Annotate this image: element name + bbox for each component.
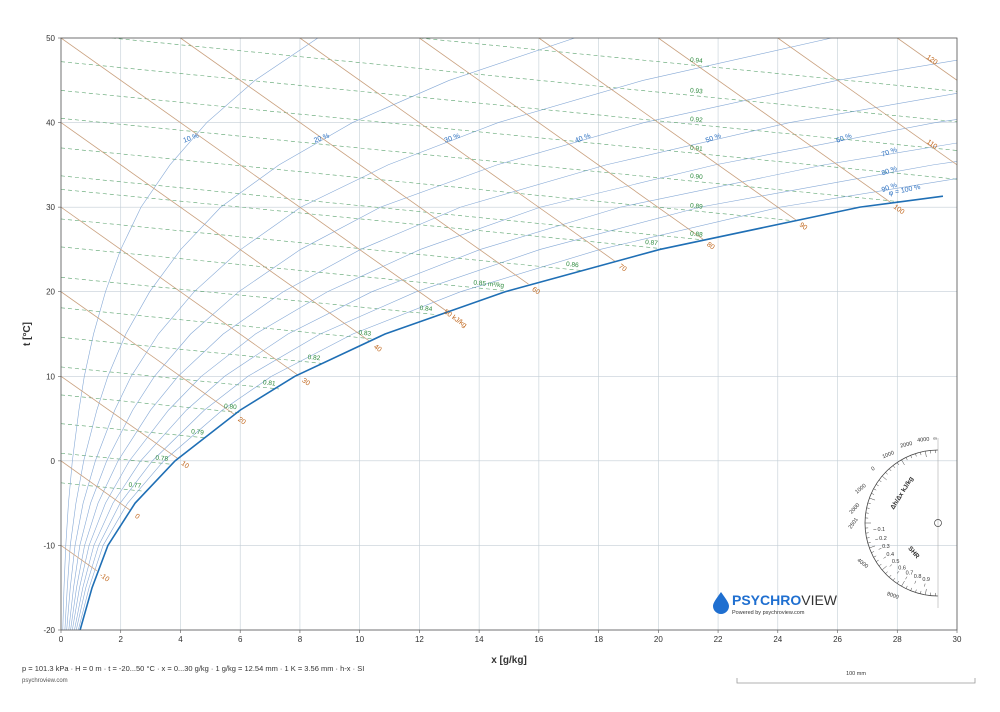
volume-label: 0.80 [224, 403, 238, 411]
volume-label: 0.82 [307, 354, 321, 362]
volume-label: 0.90 [690, 173, 704, 181]
y-tick-label: 10 [46, 372, 55, 381]
x-tick-label: 8 [298, 635, 303, 644]
protractor-label: ∞ [933, 436, 937, 442]
protractor-label: 4000 [917, 437, 930, 444]
volume-label: 0.81 [263, 379, 277, 387]
volume-label: 0.79 [191, 428, 205, 436]
footer-site: psychroview.com [22, 678, 68, 684]
volume-label: 0.78 [155, 455, 169, 463]
x-tick-label: 28 [893, 635, 902, 644]
footer-params: p = 101.3 kPa · H = 0 m · t = -20...50 °… [22, 664, 364, 673]
logo-tagline: Powered by psychroview.com [732, 610, 805, 616]
volume-label: 0.93 [690, 87, 704, 95]
volume-label: 0.92 [690, 116, 704, 124]
x-tick-label: 18 [594, 635, 603, 644]
shr-label: 0.8 [914, 574, 922, 580]
x-tick-label: 24 [773, 635, 782, 644]
y-tick-label: -10 [43, 541, 55, 550]
x-tick-label: 26 [833, 635, 842, 644]
volume-label: 0.89 [690, 202, 704, 210]
y-tick-label: -20 [43, 626, 55, 635]
volume-label: 0.77 [128, 482, 142, 490]
y-tick-label: 50 [46, 34, 55, 43]
y-tick-label: 30 [46, 203, 55, 212]
scale-bar-label: 100 mm [846, 671, 866, 677]
shr-label: 0.5 [892, 559, 900, 565]
volume-label: 0.87 [645, 239, 659, 247]
x-tick-label: 2 [119, 635, 124, 644]
x-tick-label: 6 [238, 635, 243, 644]
y-axis-label: t [°C] [22, 322, 33, 346]
shr-label: 0.9 [922, 577, 930, 583]
volume-label: 0.88 [690, 231, 704, 239]
shr-label: 0.2 [879, 536, 887, 542]
x-tick-label: 12 [415, 635, 424, 644]
x-tick-label: 14 [475, 635, 484, 644]
logo-text: PSYCHROVIEW [732, 592, 838, 608]
shr-label: 0.3 [882, 544, 890, 550]
logo-brand-b: VIEW [801, 592, 838, 608]
y-tick-label: 20 [46, 288, 55, 297]
shr-label: 0.1 [877, 527, 885, 533]
volume-label: 0.94 [690, 57, 704, 65]
x-tick-label: 30 [953, 635, 962, 644]
shr-label: 0.4 [886, 552, 894, 558]
x-axis-label: x [g/kg] [491, 655, 527, 666]
x-tick-label: 0 [59, 635, 64, 644]
x-tick-label: 22 [714, 635, 723, 644]
volume-label: 0.84 [419, 305, 433, 313]
y-tick-label: 40 [46, 119, 55, 128]
x-tick-label: 10 [355, 635, 364, 644]
logo-brand-a: PSYCHRO [732, 592, 801, 608]
volume-label: 0.83 [358, 329, 372, 337]
x-tick-label: 4 [178, 635, 183, 644]
x-tick-label: 20 [654, 635, 663, 644]
shr-label: 0.7 [906, 570, 914, 576]
y-tick-label: 0 [51, 457, 56, 466]
volume-label: 0.91 [690, 145, 704, 153]
x-tick-label: 16 [534, 635, 543, 644]
volume-label: 0.86 [566, 261, 580, 269]
